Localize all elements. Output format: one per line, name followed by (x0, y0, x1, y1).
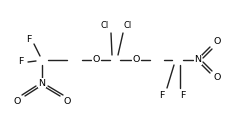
Text: Cl: Cl (123, 21, 131, 31)
Text: F: F (18, 58, 24, 67)
Text: O: O (212, 73, 220, 82)
Text: N: N (38, 78, 45, 87)
Text: O: O (132, 55, 139, 65)
Text: F: F (159, 90, 164, 99)
Text: Cl: Cl (101, 21, 109, 31)
Text: F: F (26, 35, 32, 43)
Text: F: F (180, 90, 185, 99)
Text: O: O (212, 38, 220, 46)
Text: O: O (63, 97, 70, 107)
Text: O: O (13, 97, 21, 107)
Text: O: O (92, 55, 99, 65)
Text: N: N (194, 55, 201, 65)
